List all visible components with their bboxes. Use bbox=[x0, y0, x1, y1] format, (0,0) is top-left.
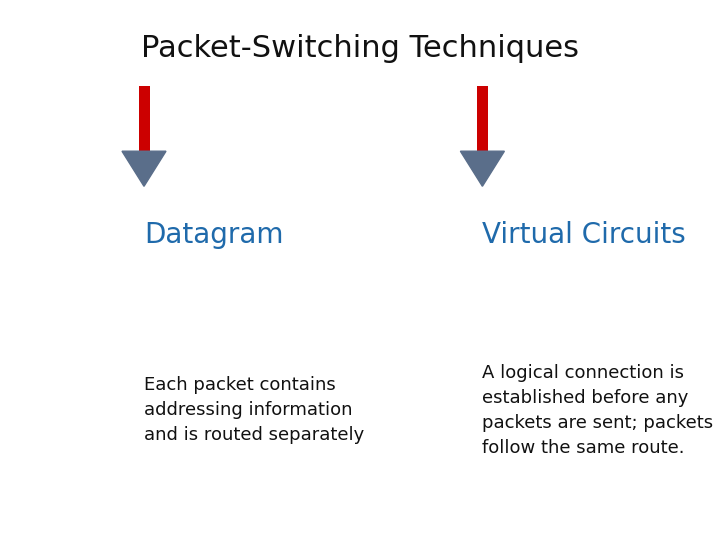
Text: Packet-Switching Techniques: Packet-Switching Techniques bbox=[141, 34, 579, 63]
Polygon shape bbox=[122, 151, 166, 186]
Text: Datagram: Datagram bbox=[144, 221, 284, 249]
Text: Each packet contains
addressing information
and is routed separately: Each packet contains addressing informat… bbox=[144, 376, 364, 444]
Bar bbox=[138, 86, 150, 151]
Text: Virtual Circuits: Virtual Circuits bbox=[482, 221, 686, 249]
Text: A logical connection is
established before any
packets are sent; packets
follow : A logical connection is established befo… bbox=[482, 364, 714, 457]
Polygon shape bbox=[460, 151, 505, 186]
Bar bbox=[477, 86, 488, 151]
